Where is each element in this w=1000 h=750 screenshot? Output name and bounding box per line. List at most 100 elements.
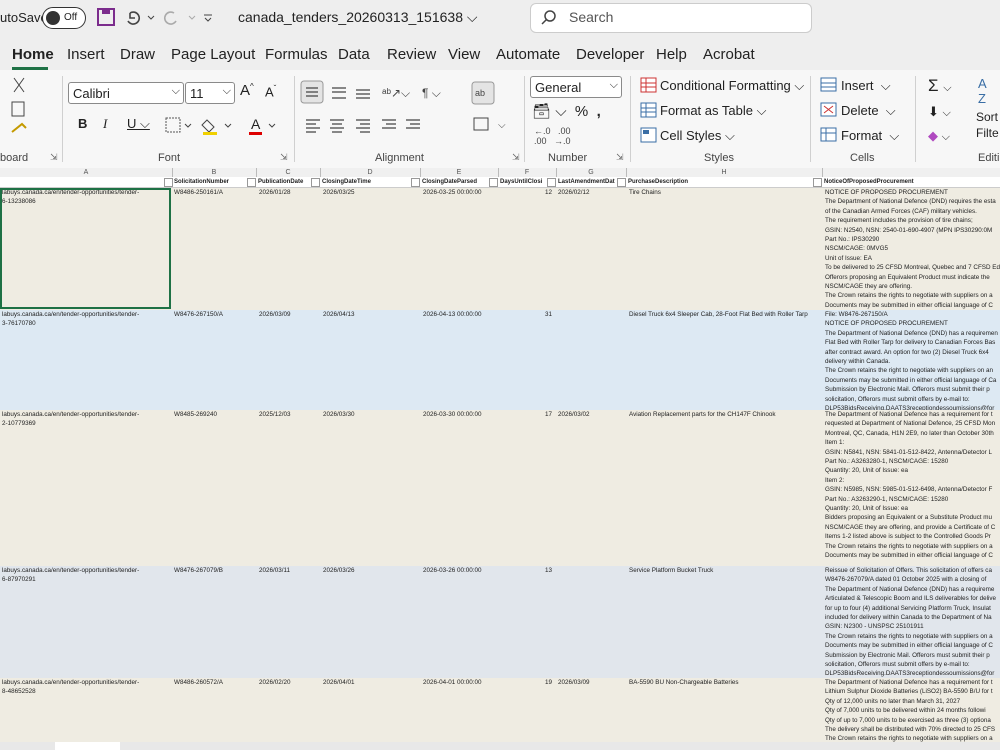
ribbon-tab[interactable]: Help — [656, 46, 687, 63]
ribbon-tabs: Home Insert Draw Page Layout Formulas Data Rev… — [0, 36, 1000, 70]
days-until-closing: 13 — [544, 567, 552, 574]
url-cell: 2-10779369 — [2, 420, 36, 428]
ln — [420, 168, 421, 177]
italic[interactable]: I — [103, 116, 108, 131]
svg-text:A: A — [251, 116, 261, 132]
autosum[interactable]: Σ ⌵ — [928, 76, 952, 95]
clipboard-icons[interactable] — [4, 76, 34, 142]
publication-date: 2026/03/11 — [259, 567, 291, 574]
sheet-tab[interactable] — [55, 742, 120, 750]
ribbon-tab[interactable]: Home — [12, 46, 54, 63]
font-name-box[interactable]: Calibri ⌵ — [68, 82, 184, 104]
filter-button[interactable] — [164, 178, 173, 187]
decimal-tools[interactable]: ←.0 .00.00 →.0 — [534, 126, 571, 146]
ln — [256, 678, 257, 750]
column-header: ClosingDateParsed — [422, 179, 478, 185]
ln — [320, 566, 321, 678]
closing-date: 2026/03/30 — [323, 411, 355, 418]
format-as-table[interactable]: Format as Table ⌵ — [660, 103, 767, 118]
closing-date-parsed: 2026-04-01 00:00:00 — [423, 679, 482, 686]
search-box[interactable]: Search — [530, 3, 812, 33]
ribbon-tab[interactable]: Insert — [67, 46, 105, 63]
font-tools[interactable]: A — [165, 116, 285, 136]
notice-line: Item 1: — [825, 439, 845, 447]
notice-line: solicitation, Offerors must submit offer… — [825, 661, 970, 668]
ribbon-tab[interactable]: Review — [387, 46, 437, 63]
column-header: DaysUntilClosi — [500, 179, 543, 185]
ln — [420, 310, 421, 410]
font-size-box[interactable]: 11 ⌵ — [185, 82, 235, 104]
filter-button[interactable] — [311, 178, 320, 187]
font-grow[interactable]: A^ — [240, 82, 254, 99]
publication-date: 2026/03/09 — [259, 311, 291, 318]
number-tools[interactable]: 🗃 ⌵ % , — [532, 103, 601, 120]
file-name[interactable]: canada_tenders_20260313_151638 ⌵ — [238, 9, 478, 25]
ln — [320, 410, 321, 566]
ribbon-tab[interactable]: Page Layout — [171, 46, 256, 63]
sort-label[interactable]: Sort — [976, 110, 999, 124]
notice-line: Quantity: 20, Unit of Issue: ea — [825, 467, 908, 475]
insert-cells[interactable]: Insert ⌵ — [841, 78, 891, 93]
delete-cells[interactable]: Delete ⌵ — [841, 103, 896, 118]
filter-button[interactable] — [547, 178, 556, 187]
format-cells[interactable]: Format ⌵ — [841, 128, 900, 143]
notice-line: Items 1-2 listed above is subject to the… — [825, 533, 991, 541]
ribbon-tab[interactable]: Formulas — [265, 46, 328, 63]
last-amendment: 2026/02/12 — [558, 189, 590, 196]
number-format-box[interactable]: General ⌵ — [530, 76, 622, 98]
ln — [172, 410, 173, 566]
last-amendment: 2026/03/02 — [558, 411, 590, 418]
closing-date-parsed: 2026-03-26 00:00:00 — [423, 567, 482, 574]
purchase-description: Diesel Truck 6x4 Sleeper Cab, 28-Foot Fl… — [629, 311, 808, 318]
ribbon-tab[interactable]: Automate — [496, 46, 561, 63]
notice-line: The Crown retains the right to negotiate… — [825, 367, 994, 375]
notice-line: Documents may be submitted in either off… — [825, 301, 993, 309]
ln — [172, 188, 173, 310]
notice-line: NOTICE OF PROPOSED PROCUREMENT — [825, 320, 948, 328]
conditional-formatting[interactable]: Conditional Formatting ⌵ — [660, 78, 805, 93]
solicitation-number: W8485-269240 — [174, 411, 218, 418]
underline[interactable]: U ⌵ — [127, 116, 150, 131]
filter-button[interactable] — [813, 178, 822, 187]
notice-line: after contract award. An option for two … — [825, 348, 989, 356]
ln — [420, 410, 421, 566]
autosave-toggle[interactable]: Off — [42, 7, 86, 29]
svg-text:⌵: ⌵ — [498, 120, 506, 131]
selected-cell[interactable] — [0, 188, 171, 309]
ribbon-tab[interactable]: Developer — [576, 46, 645, 63]
alignment-tools[interactable]: ᵃᵇ↗⌵ ¶ ⌵ ab ⌵ — [300, 80, 510, 140]
cell-styles[interactable]: Cell Styles ⌵ — [660, 128, 735, 143]
ribbon-tab[interactable]: View — [448, 46, 481, 63]
notice-line: The Department of National Defence (DND)… — [825, 585, 995, 593]
notice-line: The Department of National Defence has a… — [825, 411, 993, 418]
bold[interactable]: B — [78, 116, 88, 131]
notice-line: Qty of 7,000 units to be delivered withi… — [825, 707, 986, 715]
ribbon-tab[interactable]: Acrobat — [703, 46, 755, 63]
filter-button[interactable] — [411, 178, 420, 187]
filter-button[interactable] — [247, 178, 256, 187]
column-header: PublicationDate — [258, 179, 304, 185]
filter-button[interactable] — [617, 178, 626, 187]
button-text: Cell Styles — [660, 128, 722, 143]
notice-line: Quantity: 20, Unit of Issue: ea — [825, 505, 908, 512]
ln — [822, 678, 823, 750]
fill[interactable]: ⬇ ⌵ — [928, 104, 951, 119]
clear[interactable]: ◆ ⌵ — [928, 128, 950, 143]
filter-label[interactable]: Filte — [976, 126, 999, 140]
ribbon-tab[interactable]: Draw — [120, 46, 156, 63]
notice-line: GSIN: N5841, NSN: 5841-01-512-8422, Ante… — [825, 448, 992, 456]
group-label: Editi — [978, 152, 1000, 164]
quick-access[interactable] — [96, 7, 236, 29]
table-row — [0, 310, 1000, 411]
ln — [172, 310, 173, 410]
notice-line: included for delivery within Canada to t… — [825, 614, 992, 621]
ribbon-tab[interactable]: Data — [338, 46, 370, 63]
button-text: Delete — [841, 103, 879, 118]
ln — [498, 188, 499, 310]
filter-button[interactable] — [489, 178, 498, 187]
font-shrink[interactable]: Aˇ — [265, 84, 277, 100]
ln — [822, 310, 823, 410]
solicitation-number: W8486-250161/A — [174, 189, 224, 196]
